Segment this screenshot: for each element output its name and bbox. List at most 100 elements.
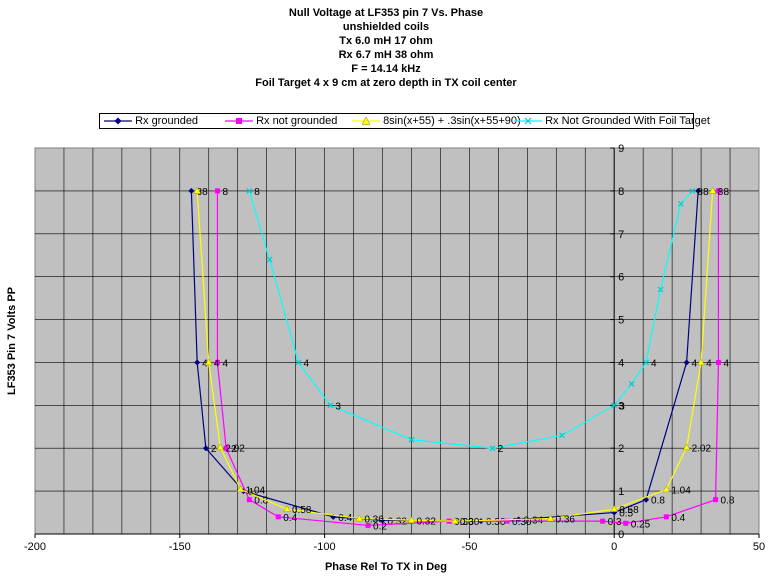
- data-label: 1: [249, 487, 255, 498]
- data-point: [657, 286, 664, 293]
- data-label: 4: [651, 358, 657, 369]
- data-point: [611, 402, 618, 409]
- data-label: 0.8: [651, 496, 665, 507]
- data-label: 0.25: [631, 519, 651, 530]
- legend-swatch: [225, 118, 253, 124]
- y-tick-label: 2: [618, 443, 624, 455]
- data-point: [662, 485, 671, 493]
- data-label: 0.58: [619, 505, 639, 516]
- legend-label: Rx grounded: [135, 115, 199, 127]
- data-label: 4: [706, 358, 712, 369]
- y-tick-label: 5: [618, 315, 624, 327]
- data-label: 8: [254, 187, 260, 198]
- x-tick-label: 0: [611, 541, 617, 553]
- data-point: [546, 514, 555, 522]
- data-label: 3: [619, 401, 625, 412]
- legend: Rx grounded Rx not grounded 8sin(x+55) +…: [99, 113, 710, 129]
- data-label: 8: [222, 187, 228, 198]
- data-point: [188, 187, 195, 194]
- data-label: 8: [723, 187, 729, 198]
- data-point: [214, 188, 220, 194]
- data-point: [683, 359, 690, 366]
- x-tick-label: -150: [169, 541, 191, 553]
- x-axis-label: Phase Rel To TX in Deg: [324, 561, 448, 573]
- data-label: 8: [202, 187, 208, 198]
- data-point: [489, 445, 496, 452]
- x-tick-label: -50: [461, 541, 477, 553]
- data-label: 0.4: [671, 513, 685, 524]
- data-point: [365, 522, 371, 528]
- x-tick-label: -200: [24, 541, 46, 553]
- data-label: 0.4: [338, 513, 352, 524]
- data-label: 8: [718, 187, 724, 198]
- data-point: [194, 359, 201, 366]
- data-point: [246, 187, 253, 194]
- data-point: [236, 485, 245, 493]
- x-tick-label: 50: [753, 541, 765, 553]
- data-label: 0.58: [292, 505, 312, 516]
- y-tick-label: 8: [618, 186, 624, 198]
- data-point: [223, 445, 229, 451]
- y-tick-label: 7: [618, 229, 624, 241]
- y-tick-label: 1: [618, 486, 624, 498]
- data-label: 8: [697, 187, 703, 198]
- data-label: 0.3: [608, 517, 622, 528]
- data-point: [682, 443, 691, 451]
- data-point: [559, 432, 565, 439]
- data-label: 2.02: [225, 443, 245, 454]
- legend-item-model: 8sin(x+55) + .3sin(x+55+90): [352, 115, 521, 128]
- data-point: [689, 187, 696, 194]
- data-point: [246, 497, 252, 503]
- data-point: [275, 514, 281, 520]
- y-tick-label: 9: [618, 143, 624, 155]
- data-label: 4: [304, 358, 310, 369]
- x-tick-label: -100: [314, 541, 336, 553]
- data-label: 4: [214, 358, 220, 369]
- data-label: 0.30: [512, 517, 532, 528]
- plot-area: [34, 147, 760, 535]
- data-label: 2: [498, 444, 504, 455]
- data-label: 1.04: [246, 485, 266, 496]
- data-label: 0.32: [388, 516, 408, 527]
- data-point: [600, 518, 606, 524]
- title-line-5: F = 14.14 kHz: [351, 63, 421, 75]
- data-label: 2: [211, 444, 217, 455]
- y-tick-label: 4: [618, 357, 624, 369]
- data-label: 0.30: [454, 517, 474, 528]
- data-point: [628, 380, 635, 387]
- data-point: [216, 443, 225, 451]
- data-point: [408, 436, 415, 443]
- data-label: 0.32: [416, 516, 436, 527]
- data-point: [295, 359, 302, 366]
- series-line: [216, 190, 720, 527]
- data-label: 2.02: [692, 443, 712, 454]
- series-line: [196, 190, 714, 522]
- data-point: [663, 514, 669, 520]
- data-label: 0.2: [373, 521, 387, 532]
- legend-item-rx-grounded: Rx grounded: [104, 115, 198, 128]
- data-point: [713, 497, 719, 503]
- y-tick-label: 0: [618, 529, 624, 541]
- title-line-2: unshielded coils: [342, 21, 430, 33]
- data-point: [708, 186, 717, 194]
- legend-label: 8sin(x+55) + .3sin(x+55+90): [383, 115, 521, 127]
- legend-item-rx-not-grounded: Rx not grounded: [225, 115, 337, 128]
- data-point: [193, 186, 202, 194]
- data-label: 1.04: [671, 485, 691, 496]
- data-point: [204, 358, 213, 366]
- data-point: [715, 359, 721, 365]
- title-line-1: Null Voltage at LF353 pin 7 Vs. Phase: [288, 7, 484, 19]
- data-point: [283, 505, 291, 512]
- data-label: 2: [231, 444, 237, 455]
- data-point: [623, 520, 629, 526]
- data-point: [715, 188, 721, 194]
- data-point: [266, 256, 273, 263]
- legend-item-foil-target: Rx Not Grounded With Foil Target: [514, 115, 710, 128]
- data-label: 0.30: [460, 517, 480, 528]
- data-point: [327, 402, 334, 409]
- data-label: 0.36: [364, 515, 384, 526]
- legend-swatch: [514, 117, 542, 125]
- data-point: [610, 505, 619, 512]
- y-tick-label: 3: [618, 400, 624, 412]
